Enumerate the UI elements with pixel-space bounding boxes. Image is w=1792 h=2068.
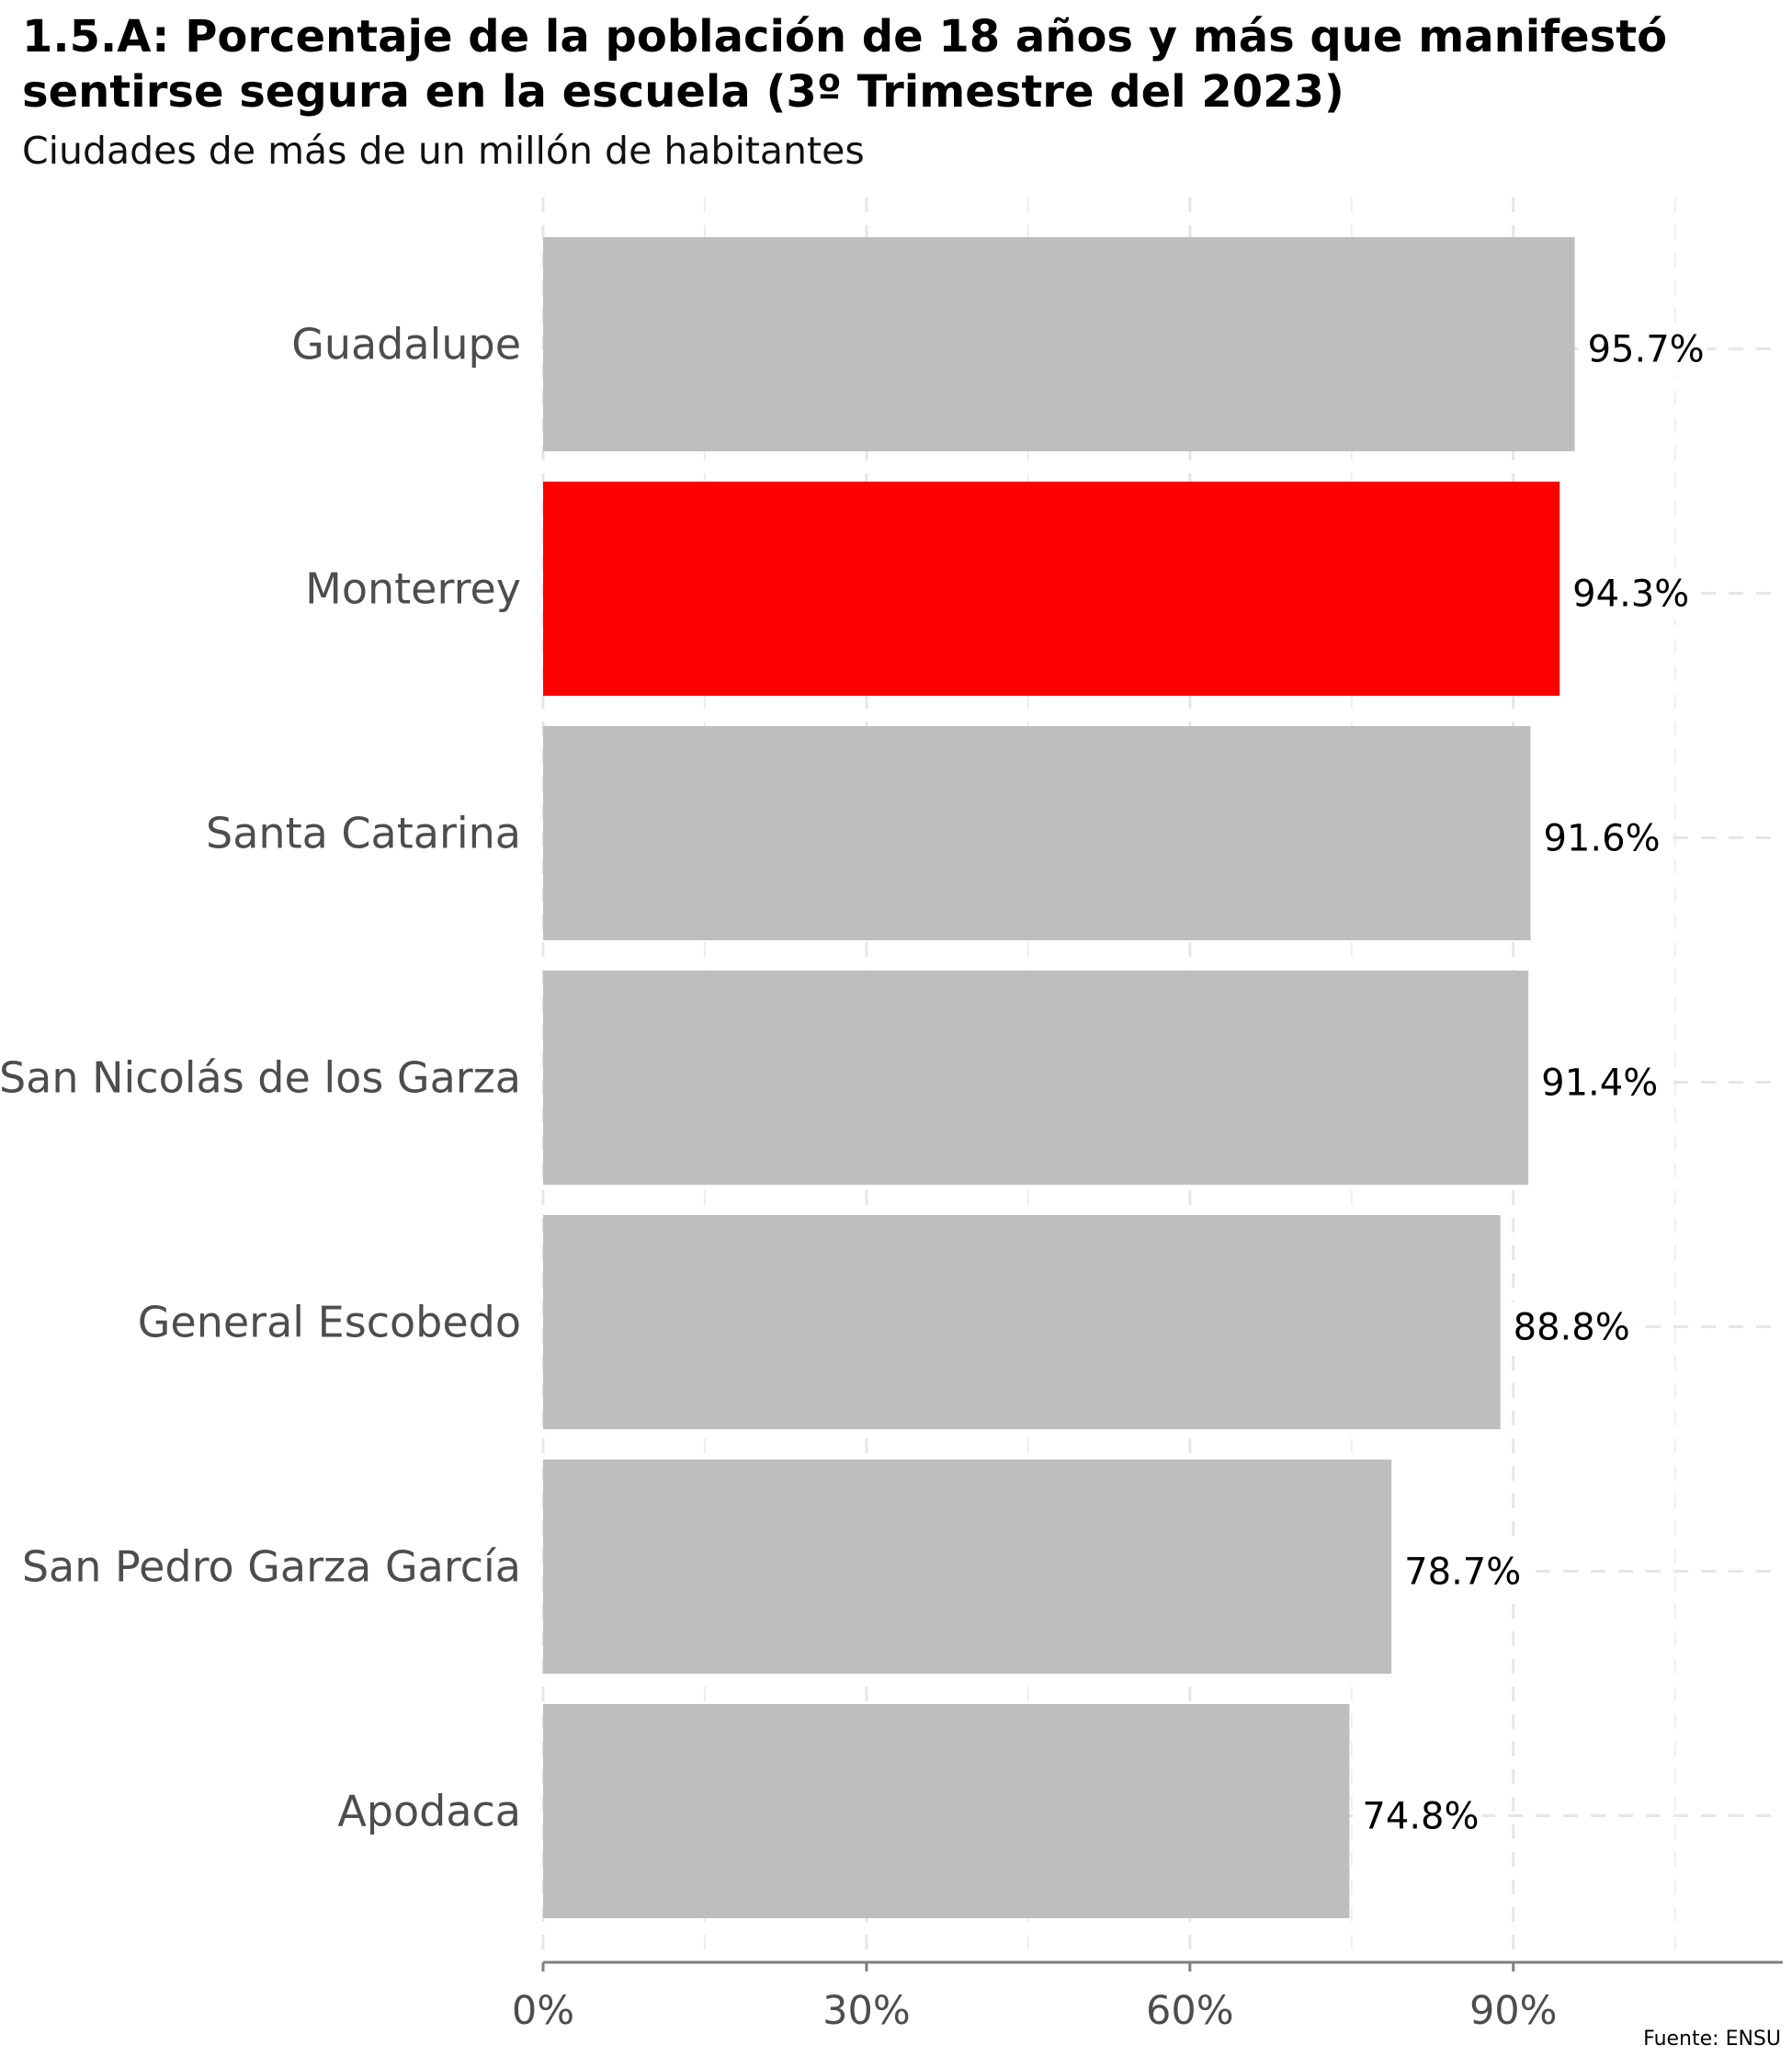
value-label: 94.3% — [1572, 574, 1689, 616]
bar — [543, 971, 1529, 1185]
source-note: Fuente: ENSU — [1643, 2028, 1781, 2051]
x-tick-label: 0% — [512, 1988, 574, 2034]
value-label: 91.6% — [1544, 818, 1661, 860]
bar — [543, 1704, 1350, 1918]
bar — [543, 482, 1560, 696]
category-label: Guadalupe — [291, 320, 521, 369]
x-tick-label: 30% — [822, 1988, 911, 2034]
value-label: 91.4% — [1541, 1062, 1658, 1105]
value-label-background — [1353, 1790, 1482, 1843]
value-label-background — [1532, 1057, 1662, 1109]
bar — [543, 1215, 1501, 1429]
category-label: Santa Catarina — [206, 809, 521, 858]
category-label: San Pedro Garza García — [22, 1542, 521, 1592]
chart-title: 1.5.A: Porcentaje de la población de 18 … — [22, 11, 1668, 118]
value-label: 95.7% — [1588, 329, 1705, 371]
value-label: 88.8% — [1514, 1307, 1630, 1349]
category-label: Apodaca — [337, 1787, 521, 1836]
value-label-background — [1503, 1301, 1633, 1354]
x-tick-label: 60% — [1146, 1988, 1234, 2034]
value-label-background — [1534, 812, 1663, 865]
bar — [543, 726, 1531, 940]
x-axis: 0% 30% 60% 90% — [512, 1960, 1783, 2034]
chart-subtitle: Ciudades de más de un millón de habitant… — [22, 129, 865, 173]
bars — [543, 237, 1575, 1918]
bar — [543, 237, 1575, 451]
category-label: Monterrey — [305, 564, 521, 614]
value-label-background — [1578, 324, 1707, 376]
value-label-background — [1563, 568, 1693, 620]
category-label: San Nicolás de los Garza — [0, 1053, 521, 1103]
bar — [543, 1460, 1392, 1674]
labels: Guadalupe 95.7% Monterrey 94.3% Santa Catari… — [0, 320, 1707, 1843]
value-label: 74.8% — [1362, 1796, 1479, 1838]
category-label: General Escobedo — [138, 1298, 521, 1347]
value-label-background — [1395, 1546, 1525, 1598]
x-tick-label: 90% — [1469, 1988, 1558, 2034]
value-label: 78.7% — [1404, 1551, 1521, 1594]
